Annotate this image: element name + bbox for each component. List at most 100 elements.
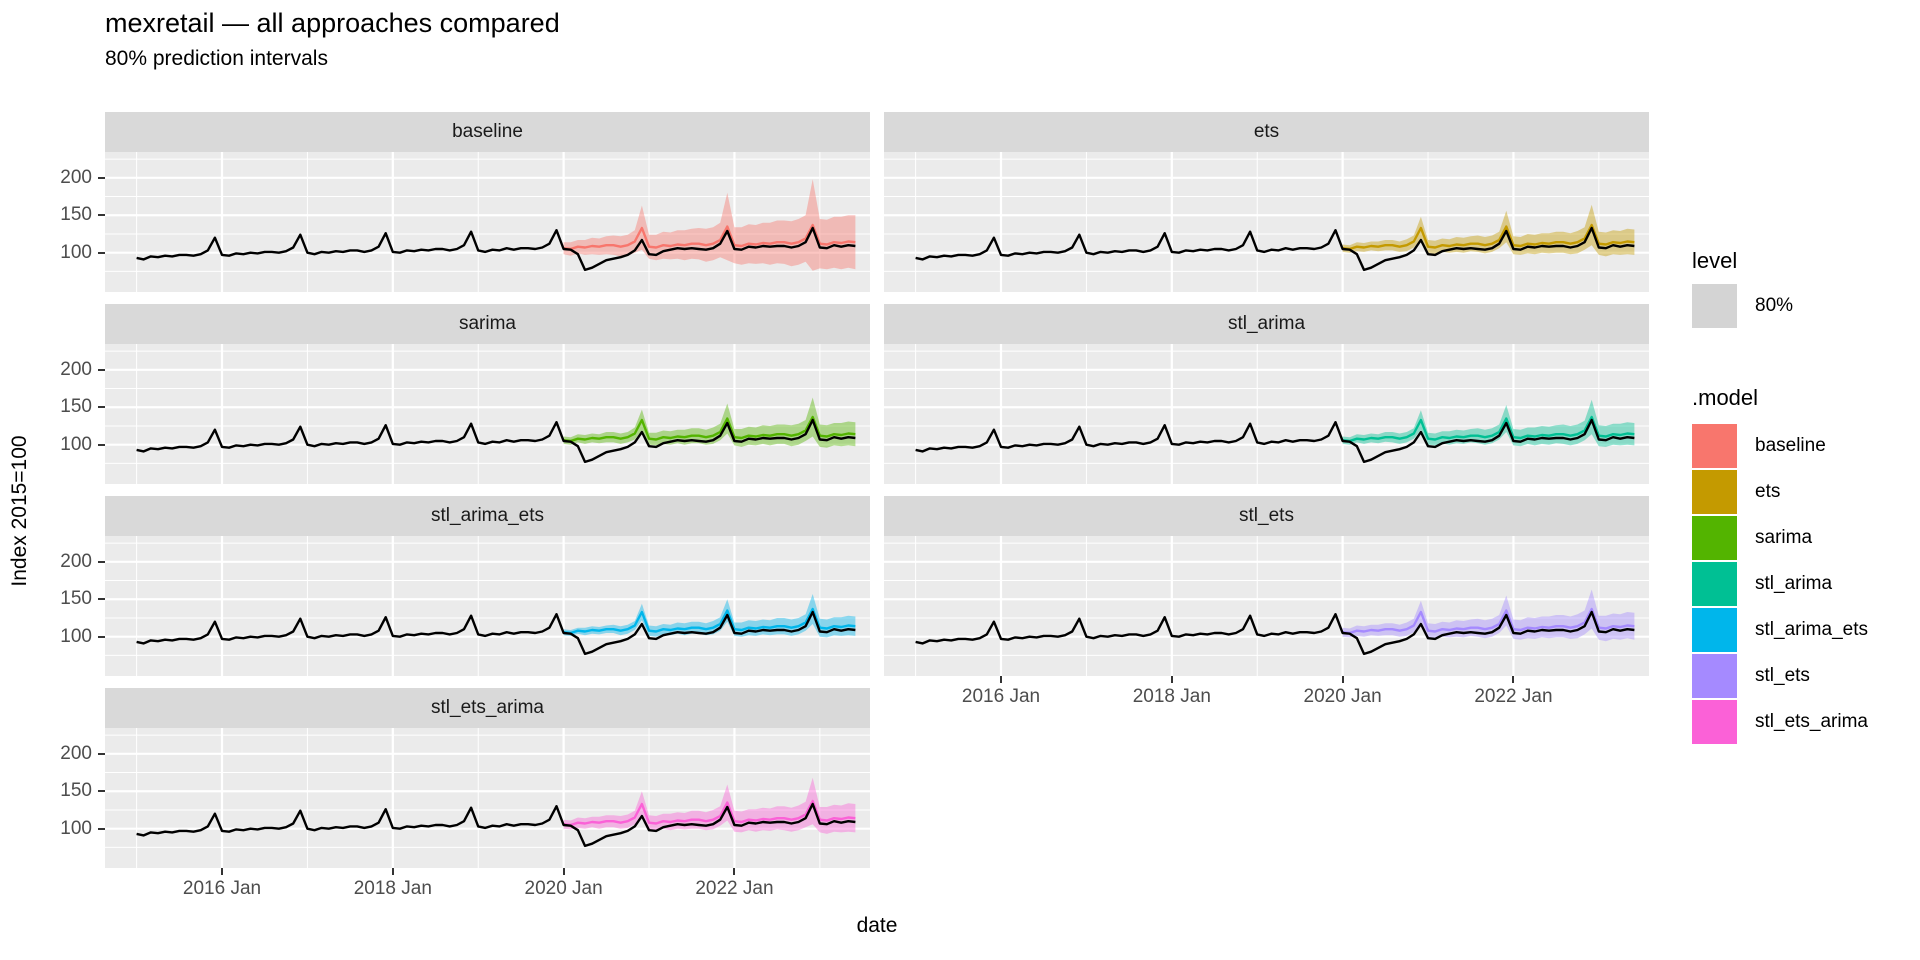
x-tick-label: 2022 Jan [695,878,774,899]
prediction-ribbon [563,777,856,834]
facet-panel-stl_ets_arima [105,728,870,868]
x-tick-label: 2022 Jan [1474,686,1553,707]
facet-strip-stl_ets: stl_ets [884,496,1649,536]
y-tick-label: 150 [60,204,92,226]
y-tick-mark [98,368,105,371]
facet-strip-label: baseline [452,121,523,142]
x-tick-mark [1170,676,1173,683]
x-tick-label: 2016 Jan [182,878,262,899]
facet-plot-stl_arima_ets [105,536,870,676]
facet-plot-stl_ets [884,536,1649,676]
x-tick-label: 2020 Jan [1303,686,1382,707]
page-subtitle: 80% prediction intervals [105,47,328,70]
x-tick-mark [391,868,394,875]
legend-model-label: stl_ets [1755,665,1810,686]
facet-plot-stl_ets_arima [105,728,870,868]
prediction-ribbon [1342,589,1635,642]
legend-model-swatch-stl_arima [1692,562,1737,606]
facet-strip-label: stl_arima_ets [431,505,544,526]
y-axis-title: Index 2015=100 [8,435,31,587]
legend-model-label: ets [1755,481,1781,502]
panel-background [105,728,870,868]
x-axis-title: date [856,914,898,937]
legend-model-swatch-baseline [1692,424,1737,468]
facet-strip-baseline: baseline [105,112,870,152]
x-tick-mark [1341,676,1344,683]
x-tick-mark [1512,676,1515,683]
legend-level-title: level [1692,248,1738,273]
legend-model-item: stl_ets_arima [1692,700,1920,744]
forecast-mean-line [563,223,856,251]
facet-strip-label: stl_ets_arima [431,697,544,718]
y-tick-mark [98,560,105,563]
x-tick-mark [562,868,565,875]
legend-model-label: stl_arima_ets [1755,619,1868,640]
facet-panel-stl_arima_ets [105,536,870,676]
facet-strip-stl_ets_arima: stl_ets_arima [105,688,870,728]
legend-level-label: 80% [1755,295,1794,316]
legend-model-swatch-sarima [1692,516,1737,560]
y-tick-mark [98,752,105,755]
x-tick-mark [733,868,736,875]
actual-line [136,610,856,656]
y-tick-label: 200 [60,358,92,380]
y-tick-mark [98,790,105,793]
forecast-mean-line [1342,223,1635,251]
facet-strip-label: sarima [458,313,516,334]
legend-model-item: ets [1692,470,1920,514]
facet-plot-stl_arima [884,344,1649,484]
panel-background [884,536,1649,676]
legend-model-label: stl_ets_arima [1755,711,1868,732]
forecast-mean-line [1342,607,1635,635]
legend-model-items: baseline ets sarima stl_arima stl_arima_ets s… [1692,424,1920,744]
facet-strip-stl_arima_ets: stl_arima_ets [105,496,870,536]
facet-panel-ets [884,152,1649,292]
y-tick-label: 100 [60,817,92,839]
prediction-ribbon [1342,204,1635,257]
actual-line [136,802,856,848]
y-tick-label: 200 [60,550,92,572]
facet-strip-label: ets [1253,121,1280,142]
legend-level-items: 80% [1692,284,1920,328]
facet-plot-baseline [105,152,870,292]
panel-background [105,152,870,292]
forecast-mean-line [1342,415,1635,443]
facet-panel-stl_ets [884,536,1649,676]
x-tick-label: 2016 Jan [961,686,1041,707]
y-tick-mark [98,635,105,638]
y-tick-label: 150 [60,780,92,802]
forecast-mean-line [563,607,856,635]
forecast-mean-line [563,799,856,827]
legend-model-swatch-stl_ets [1692,654,1737,698]
x-tick-label: 2018 Jan [353,878,432,899]
legend-model-label: stl_arima [1755,573,1833,594]
legend-model-item: stl_arima_ets [1692,608,1920,652]
facet-panel-baseline [105,152,870,292]
x-tick-label: 2018 Jan [1132,686,1211,707]
x-tick-mark [1000,676,1002,683]
facet-strip-ets: ets [884,112,1649,152]
y-tick-label: 150 [60,588,92,610]
y-tick-label: 100 [60,433,92,455]
panel-background [884,344,1649,484]
y-tick-mark [98,214,105,217]
legend-model-title: .model [1692,385,1759,410]
y-tick-mark [98,251,105,254]
y-tick-mark [98,598,105,601]
facet-strip-stl_arima: stl_arima [884,304,1649,344]
facet-strip-label: stl_ets [1239,505,1294,526]
legend-model-label: sarima [1755,527,1813,548]
page-title: mexretail — all approaches compared [105,8,560,38]
legend-model-item: stl_arima [1692,562,1920,606]
y-tick-mark [98,176,105,179]
legend-model-swatch-stl_ets_arima [1692,700,1737,744]
y-tick-label: 150 [60,396,92,418]
y-tick-mark [98,443,105,446]
actual-line [915,226,1635,272]
facet-strip-sarima: sarima [105,304,870,344]
panel-background [105,344,870,484]
legend-model-swatch-ets [1692,470,1737,514]
y-tick-label: 100 [60,625,92,647]
actual-line [915,418,1635,464]
y-tick-label: 200 [60,742,92,764]
